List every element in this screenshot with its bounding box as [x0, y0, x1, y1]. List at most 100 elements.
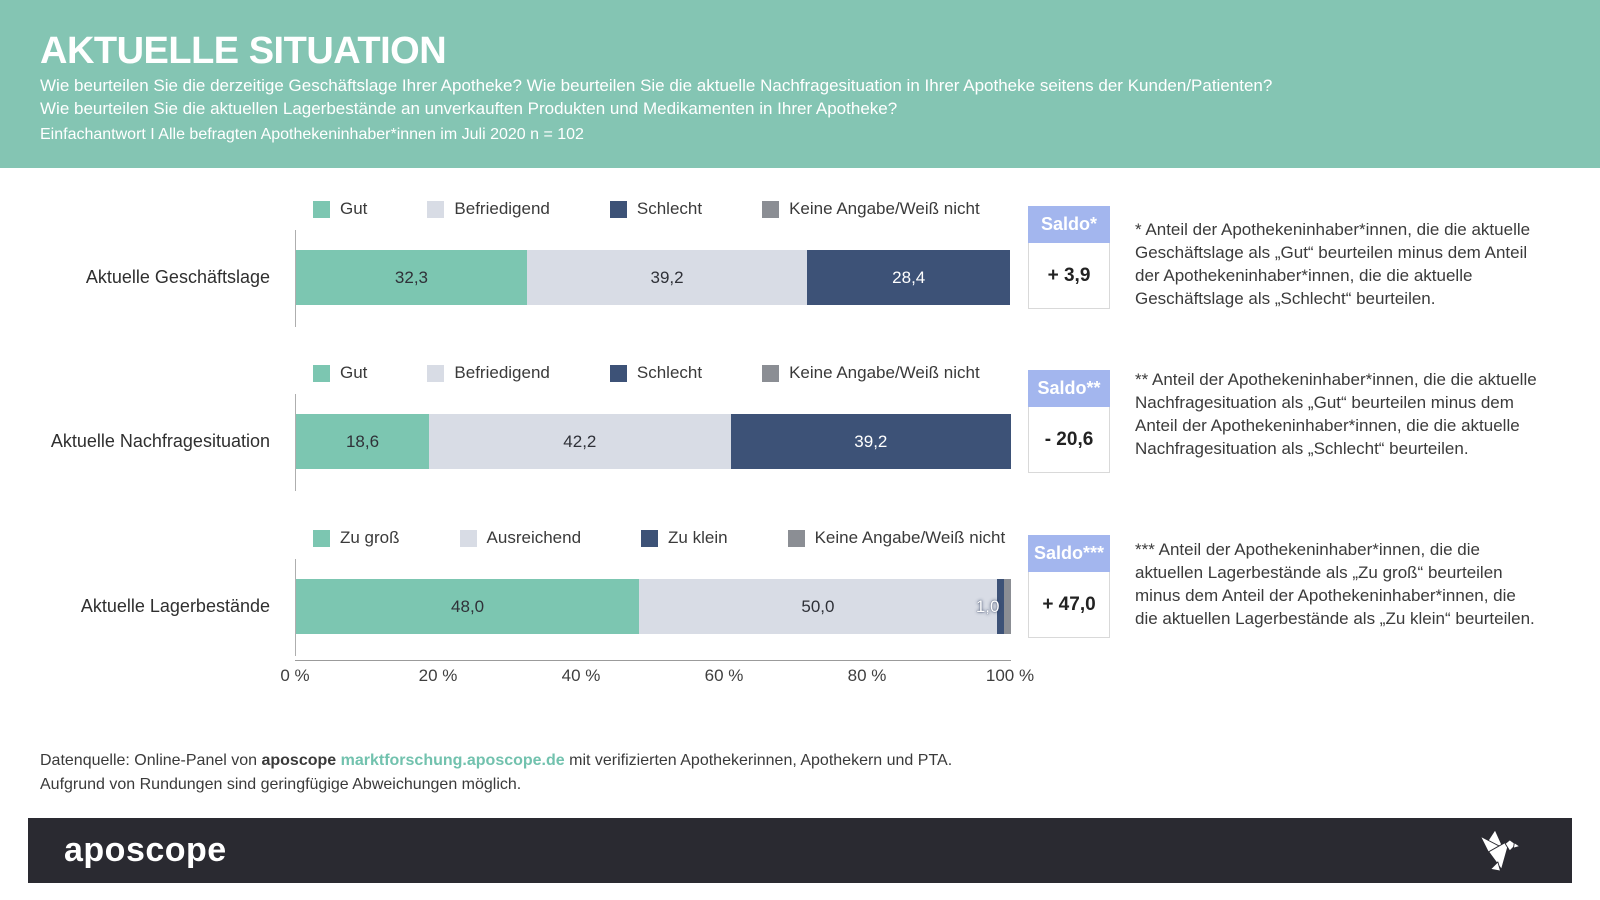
legend-label: Gut: [340, 199, 368, 218]
legend-item: Befriedigend: [427, 199, 550, 219]
source-brand: aposcope: [261, 752, 337, 769]
legend-label: Gut: [340, 363, 368, 382]
footnote-text: * Anteil der Apothekeninhaber*innen, die…: [1135, 220, 1531, 308]
bar-segment: 32,3: [296, 250, 527, 305]
legend-swatch: [313, 364, 330, 382]
chart-block: Zu groß Ausreichend Zu klein Keine Angabe/W…: [0, 527, 1600, 697]
legend-item: Gut: [313, 199, 367, 219]
legend-item: Keine Angabe/Weiß nicht: [762, 363, 980, 383]
x-axis-labels: 0 % 20 % 40 % 60 % 80 % 100 %: [0, 666, 1600, 688]
legend-swatch: [787, 529, 805, 547]
legend-item: Keine Angabe/Weiß nicht: [787, 528, 1006, 548]
legend-swatch: [427, 200, 445, 218]
x-axis-tick-label: 60 %: [704, 666, 744, 685]
legend-item: Zu klein: [641, 528, 728, 548]
stacked-bar: 18,6 42,2 39,2: [296, 414, 1011, 469]
source-suffix: mit verifizierten Apothekerinnen, Apothe…: [564, 752, 953, 769]
legend-label: Keine Angabe/Weiß nicht: [814, 528, 1006, 547]
legend-swatch: [609, 200, 627, 218]
legend-item: Befriedigend: [427, 363, 550, 383]
subtitle-line-2: Wie beurteilen Sie die aktuellen Lagerbe…: [40, 99, 898, 118]
bar-value: 48,0: [451, 596, 485, 616]
bar-segment: 42,2: [428, 414, 731, 469]
chart-row-label: Aktuelle Geschäftslage: [85, 267, 270, 287]
saldo-box: Saldo** - 20,6: [1028, 370, 1110, 473]
x-axis-tick-label: 100 %: [985, 666, 1035, 685]
legend-label: Schlecht: [636, 199, 703, 218]
bar-value: 18,6: [345, 431, 380, 451]
stacked-bar: 32,3 39,2 28,4: [296, 250, 1011, 305]
saldo-value: + 3,9: [1028, 243, 1110, 309]
legend-swatch: [762, 200, 780, 218]
bar-value: 50,0: [801, 596, 835, 616]
legend-label: Befriedigend: [454, 363, 550, 382]
legend-label: Ausreichend: [486, 528, 582, 547]
legend-item: Keine Angabe/Weiß nicht: [762, 199, 980, 219]
bar-value: 1,0: [975, 596, 1000, 616]
legend-label: Zu klein: [668, 528, 728, 547]
saldo-box: Saldo*** + 47,0: [1028, 535, 1110, 638]
y-axis-line: [295, 559, 296, 656]
chart-legend: Gut Befriedigend Schlecht Keine Angabe/Weiß…: [313, 198, 980, 220]
saldo-box: Saldo* + 3,9: [1028, 206, 1110, 309]
bar-value: 39,2: [650, 267, 684, 287]
saldo-header: Saldo**: [1028, 370, 1110, 407]
legend-item: Zu groß: [313, 528, 400, 548]
legend-item: Gut: [313, 363, 367, 383]
bar-segment: 50,0: [639, 579, 997, 634]
legend-swatch: [762, 364, 780, 382]
origami-bird-icon: [1472, 828, 1521, 877]
source-prefix: Datenquelle: Online-Panel von: [40, 752, 262, 769]
saldo-value: - 20,6: [1028, 407, 1110, 473]
legend-item: Schlecht: [609, 363, 703, 383]
legend-swatch: [641, 529, 659, 547]
bar-segment: [1003, 579, 1011, 634]
x-axis-tick-label: 40 %: [561, 666, 601, 685]
legend-label: Keine Angabe/Weiß nicht: [789, 199, 980, 218]
chart-legend: Gut Befriedigend Schlecht Keine Angabe/Weiß…: [313, 362, 980, 384]
rounding-note: Aufgrund von Rundungen sind geringfügige…: [40, 776, 522, 793]
saldo-header: Saldo***: [1028, 535, 1110, 572]
header-band: AKTUELLE SITUATION Wie beurteilen Sie di…: [0, 0, 1600, 168]
data-source-line: Datenquelle: Online-Panel von aposcope m…: [40, 752, 952, 770]
legend-label: Schlecht: [636, 363, 703, 382]
saldo-value: + 47,0: [1028, 572, 1110, 638]
saldo-header: Saldo*: [1028, 206, 1110, 243]
legend-swatch: [313, 200, 330, 218]
legend-label: Befriedigend: [454, 199, 550, 218]
x-axis-tick-label: 80 %: [847, 666, 887, 685]
legend-swatch: [313, 529, 330, 547]
page-title: AKTUELLE SITUATION: [40, 30, 447, 72]
legend-swatch: [459, 529, 477, 547]
bar-segment: 39,2: [526, 250, 808, 305]
x-axis-line: [295, 660, 1011, 661]
bar-segment: 48,0: [296, 579, 640, 634]
bar-segment: 28,4: [807, 250, 1011, 305]
y-axis-line: [295, 394, 296, 491]
legend-item: Schlecht: [609, 199, 703, 219]
y-axis-line: [295, 230, 296, 327]
aposcope-logo: aposcope: [64, 831, 227, 869]
legend-label: Zu groß: [340, 528, 400, 547]
x-axis-tick-label: 0 %: [280, 666, 310, 685]
survey-meta: Einfachantwort I Alle befragten Apotheke…: [40, 126, 584, 143]
bar-value: 32,3: [394, 267, 429, 287]
legend-swatch: [427, 364, 445, 382]
bar-segment: [996, 579, 1004, 634]
legend-item: Ausreichend: [459, 528, 582, 548]
footnote-text: ** Anteil der Apothekeninhaber*innen, di…: [1135, 370, 1537, 458]
x-axis-tick-label: 20 %: [418, 666, 458, 685]
bar-segment: 18,6: [296, 414, 429, 469]
bar-segment: 39,2: [730, 414, 1011, 469]
chart-block: Gut Befriedigend Schlecht Keine Angabe/Weiß…: [0, 198, 1600, 368]
legend-label: Keine Angabe/Weiß nicht: [789, 363, 980, 382]
stacked-bar: 48,0 50,0 1,0: [296, 579, 1011, 634]
bar-value: 42,2: [563, 431, 597, 451]
source-link[interactable]: marktforschung.aposcope.de: [340, 752, 565, 769]
legend-swatch: [609, 364, 627, 382]
bar-value: 28,4: [892, 267, 926, 287]
bar-value: 39,2: [854, 431, 888, 451]
chart-block: Gut Befriedigend Schlecht Keine Angabe/Weiß…: [0, 362, 1600, 532]
